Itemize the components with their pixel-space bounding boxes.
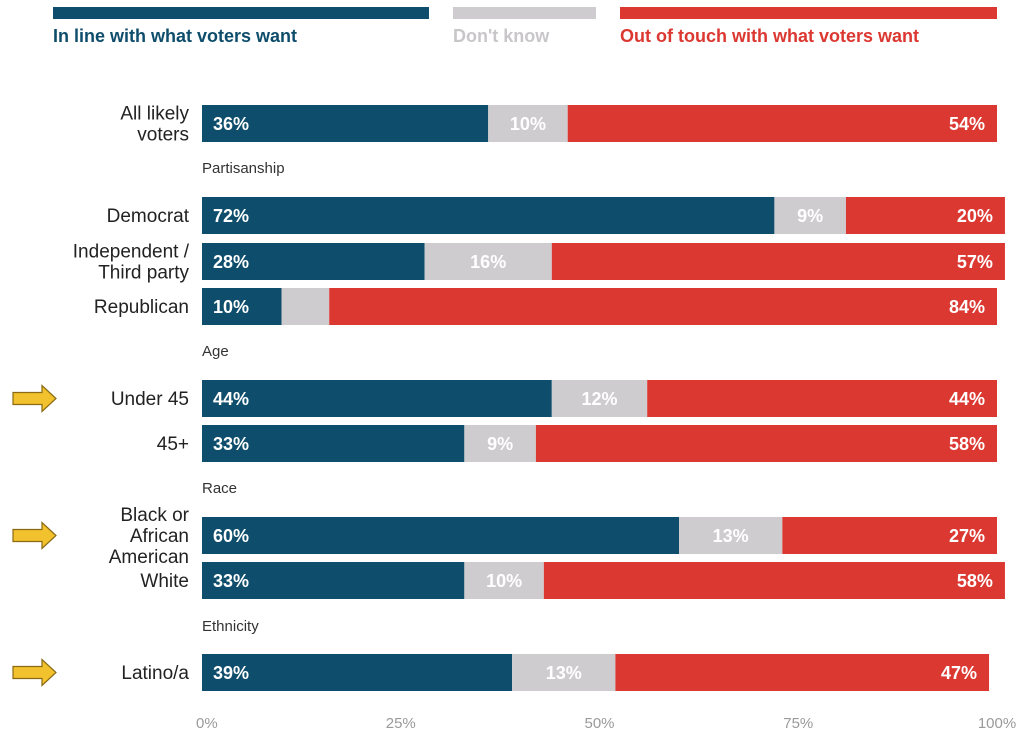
bar-value-label: 47%: [941, 663, 977, 683]
highlight-arrows: [12, 384, 57, 687]
bar-segment: [202, 243, 425, 280]
x-tick-label: 100%: [978, 715, 1016, 730]
bar-value-label: 13%: [713, 526, 749, 546]
bar-value-label: 58%: [957, 571, 993, 591]
bar-segment: [543, 562, 1005, 599]
bar-value-label: 13%: [546, 663, 582, 683]
legend: In line with what voters want Don't know O…: [53, 7, 997, 46]
bar-segment: [845, 197, 1005, 234]
bar-value-label: 10%: [486, 571, 522, 591]
category-label: 45+: [157, 434, 189, 455]
bar-segment: [202, 517, 679, 554]
bar-value-label: 12%: [581, 389, 617, 409]
group-header: Ethnicity: [202, 618, 259, 635]
bar-value-label: 9%: [487, 434, 513, 454]
bar-segment: [512, 654, 616, 691]
bar-value-label: 33%: [213, 434, 249, 454]
category-label: Latino/a: [121, 663, 189, 684]
bar-value-label: 9%: [797, 206, 823, 226]
bar-segment: [464, 562, 544, 599]
bar-value-label: 28%: [213, 252, 249, 272]
arrow-icon: [12, 384, 57, 413]
bar-value-label: 10%: [510, 114, 546, 134]
arrow-icon: [12, 658, 57, 687]
bar-value-label: 36%: [213, 114, 249, 134]
bar-segment: [202, 654, 513, 691]
bar-value-label: 72%: [213, 206, 249, 226]
legend-swatch: [53, 7, 429, 19]
bar-value-label: 57%: [957, 252, 993, 272]
bars: 36% 10% 54% 72% 9% 20% 28% 16% 57% 10% 84% 44% 12% 44…: [202, 105, 1005, 691]
bar-value-label: 20%: [957, 206, 993, 226]
bar-segment: [535, 425, 997, 462]
bar-value-label: 10%: [213, 297, 249, 317]
category-label: Republican: [94, 297, 189, 318]
bar-value-label: 39%: [213, 663, 249, 683]
bar-segment: [202, 425, 465, 462]
bar-segment: [647, 380, 997, 417]
bar-segment: [567, 105, 997, 142]
x-axis: 0% 25% 50% 75% 100%: [196, 715, 1016, 730]
bar-segment: [281, 288, 330, 325]
category-labels: All likely voters Democrat Independent / Thi…: [73, 104, 190, 685]
bar-segment: [202, 288, 282, 325]
bar-value-label: 44%: [213, 389, 249, 409]
category-label: Black or African American: [109, 505, 190, 568]
bar-segment: [329, 288, 997, 325]
x-tick-label: 0%: [196, 715, 218, 730]
bar-segment: [774, 197, 846, 234]
category-label: Democrat: [107, 206, 190, 227]
legend-label: Don't know: [453, 26, 550, 46]
group-header: Race: [202, 480, 237, 497]
bar-value-label: 44%: [949, 389, 985, 409]
legend-swatch: [453, 7, 596, 19]
bar-segment: [488, 105, 568, 142]
bar-segment: [679, 517, 783, 554]
bar-segment: [782, 517, 997, 554]
bar-segment: [464, 425, 536, 462]
bar-value-label: 16%: [470, 252, 506, 272]
legend-swatch: [620, 7, 997, 19]
x-tick-label: 25%: [386, 715, 416, 730]
legend-label: Out of touch with what voters want: [620, 26, 919, 46]
bar-value-label: 27%: [949, 526, 985, 546]
x-tick-label: 75%: [783, 715, 813, 730]
bar-segment: [615, 654, 990, 691]
category-label: Independent / Third party: [73, 242, 190, 284]
bar-value-label: 33%: [213, 571, 249, 591]
bar-value-label: 84%: [949, 297, 985, 317]
arrow-icon: [12, 521, 57, 550]
category-label: All likely voters: [120, 104, 189, 146]
group-header: Age: [202, 343, 229, 360]
bar-value-label: 60%: [213, 526, 249, 546]
bar-segment: [202, 197, 775, 234]
bar-segment: [202, 380, 552, 417]
legend-label: In line with what voters want: [53, 26, 297, 46]
category-label: White: [140, 571, 189, 592]
x-tick-label: 50%: [584, 715, 614, 730]
bar-segment: [424, 243, 552, 280]
bar-segment: [202, 562, 465, 599]
bar-value-label: 54%: [949, 114, 985, 134]
bar-segment: [551, 243, 1005, 280]
bar-segment: [202, 105, 489, 142]
bar-value-label: 58%: [949, 434, 985, 454]
group-header: Partisanship: [202, 160, 285, 177]
group-headers: Partisanship Age Race Ethnicity: [202, 160, 285, 635]
bar-segment: [551, 380, 648, 417]
category-label: Under 45: [111, 389, 189, 410]
